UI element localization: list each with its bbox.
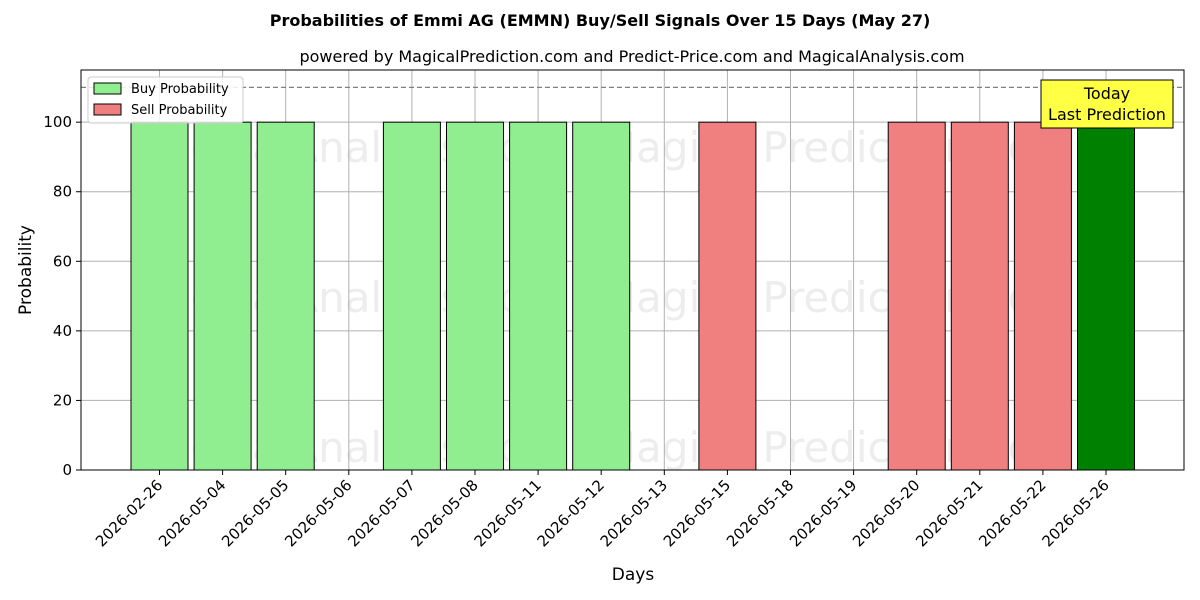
- chart-title: Probabilities of Emmi AG (EMMN) Buy/Sell…: [270, 11, 931, 30]
- x-tick-label: 2026-05-20: [849, 476, 923, 550]
- plot-frame: [80, 69, 1185, 471]
- x-tick-label: 2026-05-15: [660, 476, 734, 550]
- bar-today: [1077, 121, 1135, 471]
- y-axis: 0 20 40 60 80 100: [43, 113, 81, 479]
- x-tick-label: 2026-05-13: [597, 476, 671, 550]
- y-tick-label: 40: [53, 322, 72, 340]
- x-tick-label: 2026-05-05: [218, 476, 292, 550]
- annotation-line-1: Today: [1083, 84, 1130, 103]
- bar-sell: [1013, 121, 1072, 471]
- x-tick-label: 2026-05-07: [344, 476, 418, 550]
- x-axis: 2026-02-262026-05-042026-05-052026-05-06…: [92, 470, 1113, 550]
- y-tick-label: 60: [53, 252, 72, 270]
- x-tick-label: 2026-02-26: [92, 476, 166, 550]
- bar-buy: [130, 121, 189, 471]
- legend: Buy Probability Sell Probability: [87, 76, 244, 124]
- bar-buy: [572, 121, 631, 471]
- bar-sell: [950, 121, 1009, 471]
- y-tick-label: 80: [53, 183, 72, 201]
- annotation-box: [1040, 79, 1174, 129]
- x-tick-label: 2026-05-11: [471, 476, 545, 550]
- bar-buy: [509, 121, 568, 471]
- y-tick-label: 0: [62, 461, 72, 479]
- legend-label-sell: Sell Probability: [131, 103, 228, 118]
- bar-buy: [256, 121, 315, 471]
- x-tick-label: 2026-05-06: [281, 476, 355, 550]
- x-tick-label: 2026-05-18: [723, 476, 797, 550]
- legend-swatch-sell: [93, 103, 122, 116]
- x-tick-label: 2026-05-04: [155, 476, 229, 550]
- x-tick-label: 2026-05-21: [912, 476, 986, 550]
- annotation-line-2: Last Prediction: [1048, 105, 1166, 124]
- bar-sell: [887, 121, 946, 471]
- x-tick-label: 2026-05-22: [975, 476, 1049, 550]
- x-axis-label: Days: [612, 565, 655, 585]
- legend-label-buy: Buy Probability: [131, 82, 229, 97]
- bars: [130, 121, 1135, 471]
- bar-buy: [193, 121, 252, 471]
- bar-buy: [446, 121, 504, 471]
- y-tick-label: 20: [53, 391, 72, 409]
- x-tick-label: 2026-05-08: [407, 476, 481, 550]
- x-tick-label: 2026-05-26: [1038, 476, 1112, 550]
- today-annotation: Today Last Prediction: [1040, 79, 1174, 129]
- x-tick-label: 2026-05-12: [534, 476, 608, 550]
- chart-subtitle: powered by MagicalPrediction.com and Pre…: [299, 47, 964, 66]
- y-axis-label: Probability: [16, 225, 36, 315]
- x-tick-label: 2026-05-19: [786, 476, 860, 550]
- bar-buy: [382, 121, 441, 471]
- legend-swatch-buy: [93, 82, 122, 95]
- bar-sell: [698, 121, 757, 471]
- legend-box: [87, 76, 244, 124]
- y-tick-label: 100: [43, 113, 72, 131]
